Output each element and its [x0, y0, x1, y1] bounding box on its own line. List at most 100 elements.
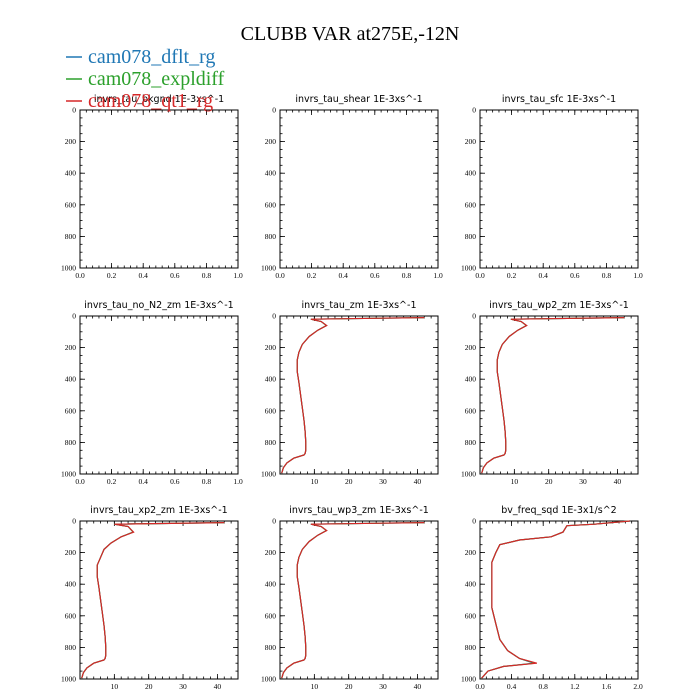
- y-tick-label: 600: [265, 200, 277, 209]
- y-tick-label: 600: [65, 406, 77, 415]
- panel-title: invrs_tau_bkgnd 1E-3xs^-1: [94, 94, 224, 105]
- x-tick-label: 0.0: [475, 271, 485, 280]
- x-tick-label: 0.6: [370, 271, 380, 280]
- series-line-cam078_qt1_rg: [481, 520, 631, 679]
- series-line-cam078_dflt_rg: [81, 522, 225, 679]
- y-tick-label: 800: [65, 643, 77, 652]
- y-tick-label: 200: [465, 137, 477, 146]
- panel-6: invrs_tau_xp2_zm 1E-3xs^-1 0 200 400 600 800 1…: [61, 505, 239, 691]
- x-tick-label: 0.0: [75, 271, 85, 280]
- plot-frame: [279, 520, 439, 680]
- legend-item-cam078_dflt_rg: cam078_dflt_rg: [66, 46, 215, 68]
- panel-0: invrs_tau_bkgnd 1E-3xs^-1 0 200 400 600 800 10…: [61, 94, 243, 280]
- plot-frame: [479, 520, 639, 680]
- y-tick-label: 400: [465, 580, 477, 589]
- y-tick-label: 800: [265, 232, 277, 241]
- x-tick-label: 1.0: [633, 271, 643, 280]
- panel-8: bv_freq_sqd 1E-3x1/s^2020040060080010000…: [461, 505, 643, 691]
- y-tick-label: 0: [72, 517, 76, 526]
- x-tick-label: 0.4: [139, 271, 149, 280]
- y-tick-label: 0: [72, 312, 76, 321]
- x-tick-label: 30: [379, 682, 387, 691]
- x-tick-label: 10: [311, 682, 319, 691]
- x-tick-label: 0.4: [339, 271, 349, 280]
- y-tick-label: 0: [272, 312, 276, 321]
- y-tick-label: 400: [265, 375, 277, 384]
- y-tick-label: 600: [65, 200, 77, 209]
- panel-title: invrs_tau_wp2_zm 1E-3xs^-1: [489, 300, 629, 311]
- panel-2: invrs_tau_sfc 1E-3xs^-1 0 200 400 600 800 1000…: [461, 94, 643, 280]
- legend-item-cam078_qt1_rg: cam078_qt1_rg: [66, 90, 213, 112]
- y-tick-label: 400: [265, 169, 277, 178]
- panels: invrs_tau_bkgnd 1E-3xs^-1020040060080010…: [61, 94, 643, 691]
- y-tick-label: 800: [465, 438, 477, 447]
- panel-title: invrs_tau_xp2_zm 1E-3xs^-1: [90, 505, 227, 516]
- y-tick-label: 800: [465, 232, 477, 241]
- y-tick-label: 1000: [61, 264, 76, 273]
- y-tick-label: 0: [472, 312, 476, 321]
- panel-title: invrs_tau_wp3_zm 1E-3xs^-1: [289, 505, 429, 516]
- y-tick-label: 600: [265, 611, 277, 620]
- y-tick-label: 400: [465, 169, 477, 178]
- x-tick-label: 0.0: [275, 271, 285, 280]
- series-line-cam078_expldiff: [281, 317, 425, 474]
- y-tick-label: 600: [465, 406, 477, 415]
- plot-frame: [79, 315, 239, 475]
- plot-frame: [79, 520, 239, 680]
- series-line-cam078_expldiff: [81, 522, 225, 679]
- legend-label: cam078_qt1_rg: [88, 90, 213, 112]
- panel-7: invrs_tau_wp3_zm 1E-3xs^-1 0 200 400 600 800 1…: [261, 505, 439, 691]
- x-tick-label: 40: [214, 682, 222, 691]
- series-line-cam078_dflt_rg: [481, 317, 625, 474]
- x-tick-label: 1.0: [233, 271, 243, 280]
- y-tick-label: 1000: [461, 675, 476, 684]
- y-tick-label: 1000: [61, 470, 76, 479]
- y-tick-label: 400: [265, 580, 277, 589]
- y-tick-label: 1000: [261, 264, 276, 273]
- x-tick-label: 1.0: [433, 271, 443, 280]
- x-tick-label: 20: [145, 682, 153, 691]
- figure-title: CLUBB VAR at275E,-12N: [241, 23, 460, 45]
- x-tick-label: 30: [579, 477, 587, 486]
- x-tick-label: 0.8: [402, 271, 412, 280]
- y-tick-label: 800: [65, 438, 77, 447]
- series-line-cam078_qt1_rg: [281, 317, 425, 474]
- y-tick-label: 200: [465, 343, 477, 352]
- legend-label: cam078_expldiff: [88, 68, 225, 90]
- x-tick-label: 10: [511, 477, 519, 486]
- series-line-cam078_dflt_rg: [481, 520, 631, 679]
- y-tick-label: 0: [272, 517, 276, 526]
- plot-frame: [479, 109, 639, 269]
- series-line-cam078_qt1_rg: [481, 317, 625, 474]
- y-tick-label: 600: [465, 611, 477, 620]
- x-tick-label: 0.6: [570, 271, 580, 280]
- series-line-cam078_expldiff: [281, 522, 425, 679]
- panel-title: bv_freq_sqd 1E-3x1/s^2: [501, 505, 616, 516]
- series-line-cam078_expldiff: [481, 520, 631, 679]
- panel-title: invrs_tau_zm 1E-3xs^-1: [302, 300, 417, 311]
- x-tick-label: 0.8: [202, 271, 212, 280]
- panel-1: invrs_tau_shear 1E-3xs^-1 0 200 400 600 800 10…: [261, 94, 443, 280]
- legend: cam078_dflt_rgcam078_expldiffcam078_qt1_…: [66, 46, 225, 112]
- y-tick-label: 0: [272, 106, 276, 115]
- x-tick-label: 40: [414, 682, 422, 691]
- y-tick-label: 800: [265, 643, 277, 652]
- panel-title: invrs_tau_no_N2_zm 1E-3xs^-1: [84, 300, 233, 311]
- y-tick-label: 400: [65, 580, 77, 589]
- y-tick-label: 200: [65, 137, 77, 146]
- y-tick-label: 200: [265, 548, 277, 557]
- plot-frame: [79, 109, 239, 269]
- panel-5: invrs_tau_wp2_zm 1E-3xs^-1 0 200 400 600 800 1…: [461, 300, 639, 486]
- x-tick-label: 0.8: [539, 682, 549, 691]
- y-tick-label: 1000: [61, 675, 76, 684]
- x-tick-label: 10: [311, 477, 319, 486]
- panel-title: invrs_tau_shear 1E-3xs^-1: [295, 94, 422, 105]
- panel-title: invrs_tau_sfc 1E-3xs^-1: [502, 94, 616, 105]
- x-tick-label: 10: [111, 682, 119, 691]
- x-tick-label: 1.2: [570, 682, 580, 691]
- x-tick-label: 40: [614, 477, 622, 486]
- x-tick-label: 2.0: [633, 682, 643, 691]
- x-tick-label: 0.4: [539, 271, 549, 280]
- y-tick-label: 400: [65, 169, 77, 178]
